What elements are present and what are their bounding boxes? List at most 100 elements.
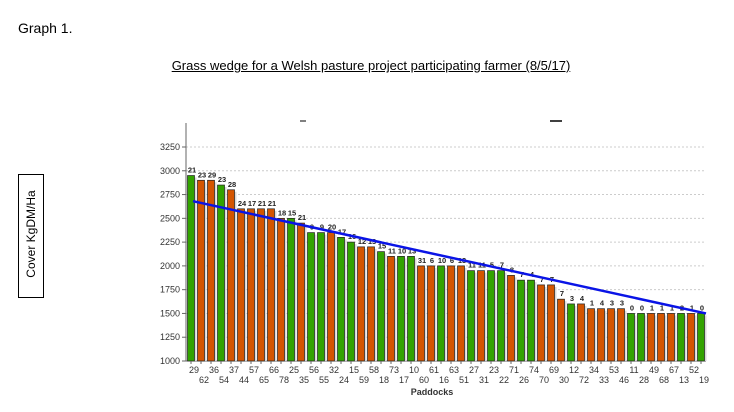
y-tick-label: 1500 xyxy=(160,308,180,318)
data-label: 4 xyxy=(600,299,605,308)
data-label: 12 xyxy=(358,237,366,246)
x-tick-label: 55 xyxy=(319,375,329,385)
x-tick-label: 34 xyxy=(589,365,599,375)
bar xyxy=(547,284,555,362)
x-tick-label: 67 xyxy=(669,365,679,375)
bar xyxy=(187,175,195,362)
x-tick-label: 28 xyxy=(639,375,649,385)
y-tick-label: 2750 xyxy=(160,190,180,200)
bar xyxy=(217,184,225,362)
data-label: 29 xyxy=(208,170,216,179)
data-label: 15 xyxy=(378,242,386,251)
x-tick-label: 52 xyxy=(689,365,699,375)
target-line xyxy=(192,199,707,315)
data-label: 6 xyxy=(430,256,434,265)
data-label: 18 xyxy=(278,208,286,217)
x-tick-label: 49 xyxy=(649,365,659,375)
bar xyxy=(537,284,545,362)
x-tick-label: 25 xyxy=(289,365,299,375)
bar xyxy=(527,279,535,362)
bar xyxy=(497,270,505,362)
bar xyxy=(347,241,355,362)
bar xyxy=(517,279,525,362)
bar xyxy=(417,265,425,362)
y-tick-label: 3250 xyxy=(160,142,180,152)
y-tick-label: 3000 xyxy=(160,166,180,176)
x-tick-label: 36 xyxy=(209,365,219,375)
y-tick-label: 1750 xyxy=(160,285,180,295)
x-tick-label: 32 xyxy=(329,365,339,375)
data-label: 1 xyxy=(650,303,654,312)
x-tick-label: 10 xyxy=(409,365,419,375)
x-tick-label: 44 xyxy=(239,375,249,385)
data-label: 4 xyxy=(580,294,585,303)
bar xyxy=(297,222,305,362)
y-tick-label: 2250 xyxy=(160,237,180,247)
x-tick-label: 18 xyxy=(379,375,389,385)
bar xyxy=(627,313,635,362)
data-label: 13 xyxy=(408,246,416,255)
data-label: 3 xyxy=(610,299,614,308)
bar xyxy=(467,270,475,362)
x-tick-label: 62 xyxy=(199,375,209,385)
bar xyxy=(687,313,695,362)
data-label: 0 xyxy=(640,303,644,312)
y-axis-label-box: Cover KgDM/Ha xyxy=(18,174,44,298)
x-tick-label: 29 xyxy=(189,365,199,375)
data-label: 3 xyxy=(570,294,574,303)
bar xyxy=(397,256,405,362)
bar xyxy=(317,232,325,362)
data-label: 21 xyxy=(268,199,276,208)
data-label: 7 xyxy=(560,289,564,298)
data-label: 1 xyxy=(670,303,674,312)
bar xyxy=(597,308,605,362)
bar xyxy=(587,308,595,362)
x-tick-label: 53 xyxy=(609,365,619,375)
x-tick-label: 78 xyxy=(279,375,289,385)
x-tick-label: 12 xyxy=(569,365,579,375)
bar xyxy=(507,275,515,362)
data-label: 10 xyxy=(398,246,406,255)
bar xyxy=(227,189,235,362)
y-tick-label: 2000 xyxy=(160,261,180,271)
x-tick-label: 27 xyxy=(469,365,479,375)
bar xyxy=(267,208,275,362)
x-tick-label: 35 xyxy=(299,375,309,385)
bar xyxy=(457,265,465,362)
x-tick-label: 51 xyxy=(459,375,469,385)
x-tick-label: 16 xyxy=(439,375,449,385)
bar xyxy=(447,265,455,362)
x-tick-label: 66 xyxy=(269,365,279,375)
bar xyxy=(557,298,565,362)
bar xyxy=(477,270,485,362)
bar xyxy=(657,313,665,362)
bar xyxy=(607,308,615,362)
data-label: 15 xyxy=(288,208,296,217)
data-label: 31 xyxy=(418,256,426,265)
bar xyxy=(647,313,655,362)
data-label: 21 xyxy=(258,199,266,208)
bar xyxy=(307,232,315,362)
data-label: 7 xyxy=(500,261,504,270)
bar xyxy=(697,313,705,362)
x-tick-label: 68 xyxy=(659,375,669,385)
data-label: 1 xyxy=(690,303,694,312)
x-tick-label: 24 xyxy=(339,375,349,385)
data-label: 11 xyxy=(468,261,476,270)
x-tick-label: 61 xyxy=(429,365,439,375)
x-tick-label: 59 xyxy=(359,375,369,385)
bar xyxy=(287,217,295,362)
data-label: 21 xyxy=(298,213,306,222)
x-tick-label: 63 xyxy=(449,365,459,375)
data-label: 10 xyxy=(438,256,446,265)
data-label: 1 xyxy=(660,303,664,312)
bar xyxy=(567,303,575,362)
x-tick-label: 46 xyxy=(619,375,629,385)
x-tick-label: 71 xyxy=(509,365,519,375)
x-tick-label: 11 xyxy=(629,365,638,375)
bar xyxy=(577,303,585,362)
x-tick-label: 13 xyxy=(679,375,689,385)
bar xyxy=(207,179,215,362)
